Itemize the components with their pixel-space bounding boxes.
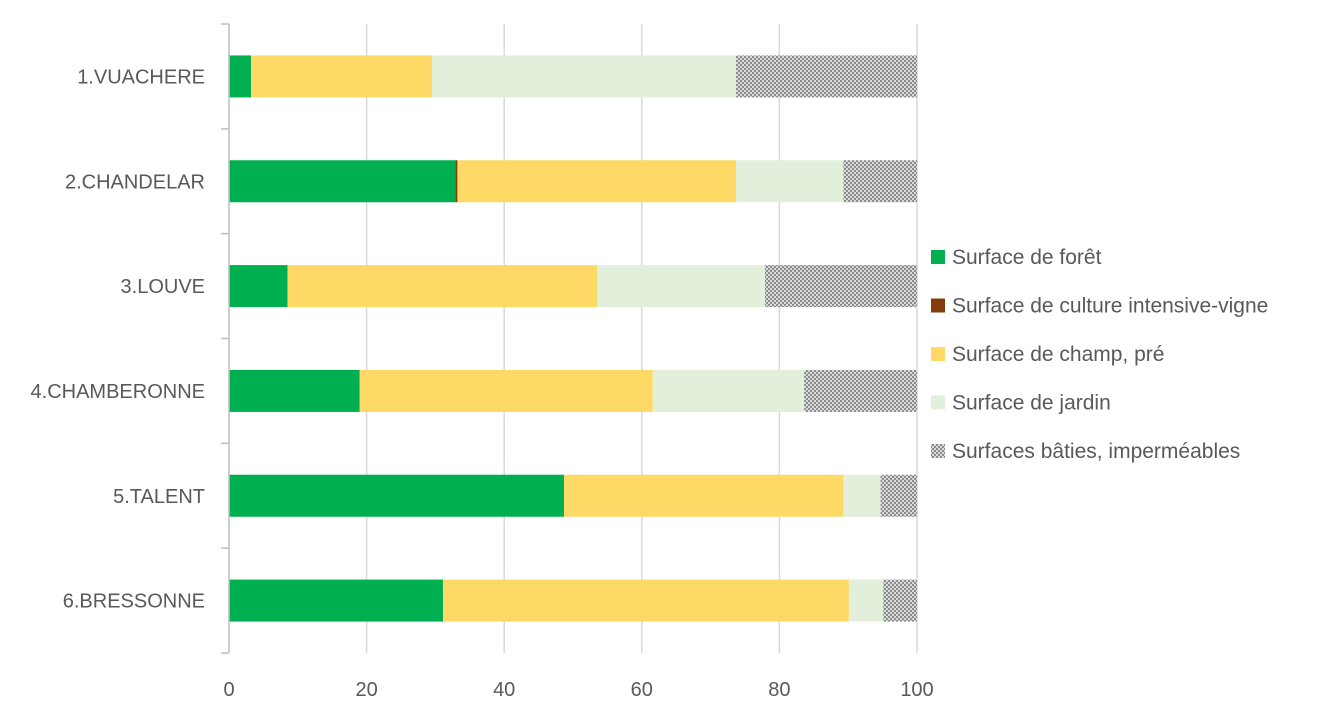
bar-segment — [764, 265, 917, 308]
category-label: 1.VUACHERE — [77, 66, 205, 88]
legend-swatch — [931, 444, 945, 458]
category-label: 6.BRESSONNE — [63, 591, 205, 613]
legend-swatch — [931, 395, 945, 410]
legend-label: Surfaces bâties, imperméables — [952, 440, 1240, 463]
bar-segment — [359, 369, 653, 412]
category-label: 5.TALENT — [113, 486, 205, 508]
bar-segment — [229, 579, 443, 622]
category-label: 2.CHANDELAR — [65, 171, 205, 193]
bar-segment — [652, 369, 805, 412]
legend-swatch — [931, 347, 945, 361]
x-tick-label: 60 — [631, 679, 653, 701]
category-label: 4.CHAMBERONNE — [31, 381, 205, 403]
legend-label: Surface de champ, pré — [952, 343, 1164, 366]
legend-label: Surface de forêt — [952, 246, 1102, 269]
bar-segment — [431, 55, 737, 98]
bar-segment — [229, 474, 565, 517]
x-tick-label: 80 — [768, 679, 790, 701]
bar-segment — [804, 369, 917, 412]
bars — [229, 55, 917, 622]
bar-segment — [229, 55, 252, 98]
axes: 0 20 40 60 80 100 1.VUACHERE 2.CHANDELAR 3.LOUVE… — [31, 23, 934, 701]
bar-segment — [455, 160, 458, 203]
x-tick-label: 100 — [900, 679, 933, 701]
bar-segment — [564, 474, 844, 517]
bar-segment — [229, 369, 360, 412]
bar-segment — [880, 474, 917, 517]
bar-segment — [287, 265, 598, 308]
bar-segment — [848, 579, 884, 622]
bar-segment — [736, 55, 917, 98]
gridlines — [365, 24, 918, 653]
category-label: 3.LOUVE — [121, 276, 205, 298]
legend-label: Surface de culture intensive-vigne — [952, 295, 1268, 318]
legend-label: Surface de jardin — [952, 392, 1111, 415]
bar-segment — [597, 265, 765, 308]
bar-segment — [883, 579, 917, 622]
bar-segment — [229, 160, 456, 203]
bar-segment — [251, 55, 432, 98]
bar-segment — [843, 160, 917, 203]
bar-segment — [457, 160, 737, 203]
x-tick-label: 20 — [355, 679, 377, 701]
bar-segment — [229, 265, 288, 308]
bar-segment — [442, 579, 849, 622]
legend: Surface de forêt Surface de culture inten… — [931, 246, 1268, 463]
legend-swatch — [931, 250, 945, 264]
bar-segment — [843, 474, 881, 517]
legend-swatch — [931, 298, 945, 313]
x-tick-label: 0 — [223, 679, 234, 701]
x-tick-label: 40 — [493, 679, 515, 701]
bar-segment — [736, 160, 844, 203]
